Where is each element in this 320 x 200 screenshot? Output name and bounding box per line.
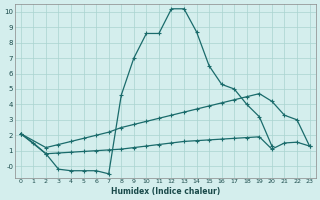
X-axis label: Humidex (Indice chaleur): Humidex (Indice chaleur) xyxy=(111,187,220,196)
